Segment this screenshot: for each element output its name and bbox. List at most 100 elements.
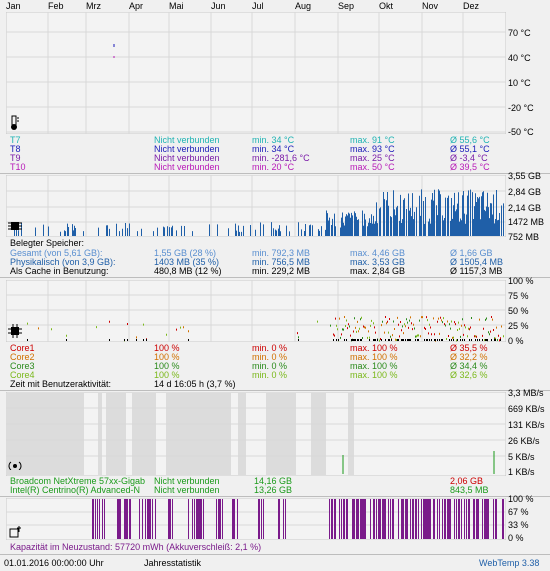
network-activity-bands [6, 393, 354, 475]
mem-avg: Ø 1,66 GB [450, 248, 493, 258]
network-active-band [98, 393, 102, 475]
sensor-name: T9 [10, 153, 21, 163]
battery-capacity: Kapazität im Neuzustand: 57720 mWh (Akku… [10, 542, 262, 552]
memory-row-cache: Als Cache in Benutzung: 480,8 MB (12 %) … [10, 266, 510, 276]
cpu-row-core3: Core3 100 % min. 0 % max. 100 % Ø 34,4 % [10, 361, 510, 371]
sensor-status: Nicht verbunden [154, 153, 220, 163]
footer-datetime: 01.01.2016 00:00:00 Uhr [4, 558, 104, 568]
sensor-status: Nicht verbunden [154, 162, 220, 172]
mem-min: min. 756,5 MB [252, 257, 311, 267]
mem-avg: Ø 1157,3 MB [450, 266, 503, 276]
adapter-status: Nicht verbunden [154, 476, 220, 486]
sensor-status: Nicht verbunden [154, 144, 220, 154]
temperature-graph [6, 12, 506, 134]
core-name: Core1 [10, 343, 35, 353]
divider [0, 496, 550, 497]
network-active-band [311, 393, 326, 475]
sensor-name: T7 [10, 135, 21, 145]
month-label: Jun [211, 1, 226, 11]
month-label: Mrz [86, 1, 101, 11]
mem-max: max. 3,53 GB [350, 257, 406, 267]
temp-axis-label: 40 °C [508, 53, 531, 63]
cpu-graph [6, 280, 506, 342]
footer-mode: Jahresstatistik [144, 558, 202, 568]
core-value: 100 % [154, 361, 180, 371]
mem-min: min. 792,3 MB [252, 248, 311, 258]
battery-axis-label: 33 % [508, 520, 529, 530]
core-min: min. 0 % [252, 370, 288, 380]
adapter-sent: 2,06 GB [450, 476, 484, 486]
mem-name: Physikalisch (von 3,9 GB): [10, 257, 116, 267]
adapter-name: Broadcom NetXtreme 57xx-Gigab [10, 476, 146, 486]
month-label: Sep [338, 1, 355, 11]
net-axis-label: 3,3 MB/s [508, 388, 544, 398]
net-axis-label: 131 KB/s [508, 420, 545, 430]
month-label: Feb [48, 1, 64, 11]
divider [0, 390, 550, 391]
cpu-axis-label: 0 % [508, 336, 524, 346]
core-max: max. 100 % [350, 352, 398, 362]
adapter-received: 14,16 GB [254, 476, 293, 486]
network-active-band [348, 393, 354, 475]
network-row-intel: Intel(R) Centrino(R) Advanced-N Nicht ve… [10, 485, 510, 495]
battery-bars [92, 499, 504, 539]
month-label: Nov [422, 1, 439, 11]
sensor-row-t7: T7 Nicht verbunden min. 34 °C max. 91 °C… [10, 135, 510, 145]
core-name: Core4 [10, 370, 35, 380]
cpu-icon [8, 324, 22, 340]
sensor-name: T10 [10, 162, 26, 172]
mem-min: min. 229,2 MB [252, 266, 311, 276]
mem-axis-label: 2,14 GB [508, 203, 542, 213]
cpu-axis-label: 25 % [508, 321, 529, 331]
cpu-row-core1: Core1 100 % min. 0 % max. 100 % Ø 35,5 % [10, 343, 510, 353]
user-activity-row: Zeit mit Benutzeraktivität: 14 d 16:05 h… [10, 379, 510, 389]
network-active-band [6, 393, 84, 475]
net-axis-label: 5 KB/s [508, 452, 535, 462]
sensor-min: min. 20 °C [252, 162, 295, 172]
sensor-min: min. 34 °C [252, 144, 295, 154]
network-active-band [238, 393, 246, 475]
activity-value: 14 d 16:05 h (3,7 %) [154, 379, 236, 389]
net-axis-label: 669 KB/s [508, 404, 545, 414]
sensor-row-t10: T10 Nicht verbunden min. 20 °C max. 50 °… [10, 162, 510, 172]
mem-value: 480,8 MB (12 %) [154, 266, 222, 276]
mem-value: 1,55 GB (28 %) [154, 248, 217, 258]
memory-bars [14, 189, 504, 236]
network-active-band [132, 393, 156, 475]
core-name: Core2 [10, 352, 35, 362]
mem-axis-label: 2,84 GB [508, 187, 542, 197]
mem-avg: Ø 1505,4 MB [450, 257, 504, 267]
core-avg: Ø 34,4 % [450, 361, 488, 371]
activity-label: Zeit mit Benutzeraktivität: [10, 379, 112, 389]
core-max: max. 100 % [350, 361, 398, 371]
cpu-row-core2: Core2 100 % min. 0 % max. 100 % Ø 32,2 % [10, 352, 510, 362]
temp-axis-label: 10 °C [508, 78, 531, 88]
divider [0, 554, 550, 555]
memory-title: Belegter Speicher: [10, 238, 510, 248]
sensor-max: max. 93 °C [350, 144, 395, 154]
divider [0, 173, 550, 174]
battery-axis-label: 100 % [508, 494, 534, 504]
mem-max: max. 4,46 GB [350, 248, 406, 258]
sensor-status: Nicht verbunden [154, 135, 220, 145]
battery-plug-icon [8, 524, 22, 540]
sensor-max: max. 50 °C [350, 162, 395, 172]
network-graph [6, 392, 506, 476]
battery-graph [6, 498, 506, 540]
mem-max: max. 2,84 GB [350, 266, 406, 276]
footer-app-name[interactable]: WebTemp 3.38 [479, 558, 540, 568]
core-name: Core3 [10, 361, 35, 371]
cpu-axis-label: 75 % [508, 291, 529, 301]
network-active-band [166, 393, 231, 475]
adapter-name: Intel(R) Centrino(R) Advanced-N [10, 485, 141, 495]
wireless-icon [8, 458, 22, 472]
mem-name: Gesamt (von 5,61 GB): [10, 248, 103, 258]
core-min: min. 0 % [252, 361, 288, 371]
core-avg: Ø 32,2 % [450, 352, 488, 362]
mem-axis-label: 1472 MB [508, 217, 545, 227]
divider [0, 277, 550, 278]
cpu-dots [27, 316, 504, 342]
adapter-sent: 843,5 MB [450, 485, 489, 495]
core-min: min. 0 % [252, 352, 288, 362]
core-avg: Ø 35,5 % [450, 343, 488, 353]
